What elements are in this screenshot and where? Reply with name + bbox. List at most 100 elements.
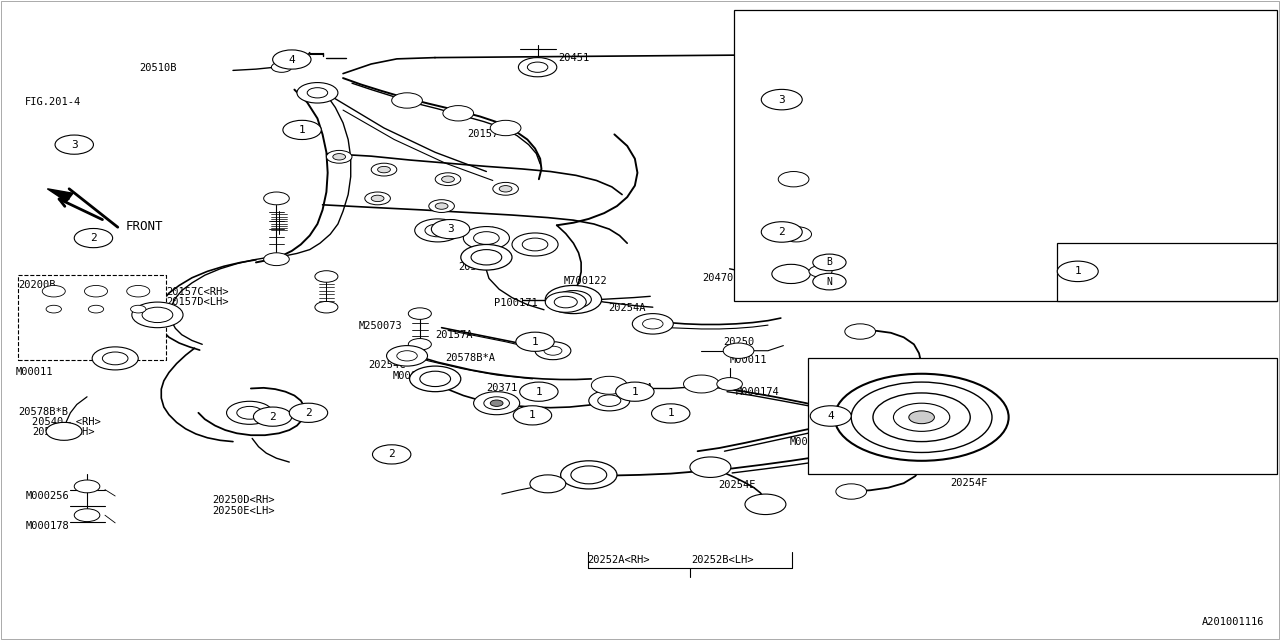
Text: 1: 1 [529, 410, 536, 420]
Circle shape [530, 475, 566, 493]
Circle shape [616, 382, 654, 401]
Circle shape [684, 375, 719, 393]
Circle shape [518, 58, 557, 77]
Text: 20254A: 20254A [608, 303, 645, 313]
Text: < -'04MY0309): < -'04MY0309) [969, 201, 1043, 210]
Text: 20254F: 20254F [950, 478, 987, 488]
Circle shape [598, 395, 621, 406]
Text: 20157C<RH>: 20157C<RH> [166, 287, 229, 298]
Text: 20584C: 20584C [458, 262, 495, 272]
Circle shape [371, 163, 397, 176]
Circle shape [271, 62, 292, 72]
Circle shape [845, 324, 876, 339]
Polygon shape [47, 189, 73, 202]
Circle shape [408, 308, 431, 319]
Circle shape [315, 301, 338, 313]
Circle shape [835, 374, 1009, 461]
Circle shape [471, 250, 502, 265]
Text: M00011: M00011 [730, 355, 767, 365]
Circle shape [474, 232, 499, 244]
Circle shape [474, 392, 520, 415]
Circle shape [435, 203, 448, 209]
Text: FRONT: FRONT [125, 220, 163, 233]
Text: M000178: M000178 [26, 521, 69, 531]
Circle shape [512, 233, 558, 256]
Circle shape [365, 192, 390, 205]
Text: M000174: M000174 [736, 387, 780, 397]
Text: FIG.281-1: FIG.281-1 [877, 436, 933, 447]
Circle shape [535, 342, 571, 360]
Circle shape [315, 271, 338, 282]
Text: N: N [827, 276, 832, 287]
Circle shape [131, 305, 146, 313]
Circle shape [490, 120, 521, 136]
Circle shape [74, 480, 100, 493]
Text: FIG.201-4: FIG.201-4 [24, 97, 81, 108]
Bar [735, 10, 1277, 301]
Text: M00011: M00011 [393, 371, 430, 381]
Circle shape [392, 93, 422, 108]
Text: 20416: 20416 [817, 238, 847, 248]
Circle shape [397, 351, 417, 361]
Circle shape [772, 264, 810, 284]
Circle shape [652, 404, 690, 423]
Circle shape [545, 285, 602, 314]
Circle shape [545, 292, 586, 312]
Text: 20540A<LH>: 20540A<LH> [32, 427, 95, 437]
Bar [808, 358, 1277, 474]
Circle shape [410, 366, 461, 392]
Text: ('04MY0310->: ('04MY0310-> [969, 254, 1038, 263]
Circle shape [408, 339, 431, 350]
Circle shape [493, 182, 518, 195]
Circle shape [371, 195, 384, 202]
Circle shape [74, 228, 113, 248]
Circle shape [723, 343, 754, 358]
Text: 20250: 20250 [723, 337, 754, 348]
Circle shape [297, 83, 338, 103]
Text: 2: 2 [388, 449, 396, 460]
Text: 20540  <RH>: 20540 <RH> [32, 417, 101, 427]
Text: 20254F: 20254F [416, 379, 453, 389]
Circle shape [431, 220, 470, 239]
Text: ('06MY0510->: ('06MY0510-> [966, 440, 1036, 449]
Circle shape [527, 62, 548, 72]
Text: 20254E: 20254E [718, 480, 755, 490]
Circle shape [378, 166, 390, 173]
Circle shape [442, 176, 454, 182]
Circle shape [909, 411, 934, 424]
Circle shape [443, 106, 474, 121]
Text: 1: 1 [631, 387, 639, 397]
Text: 1: 1 [298, 125, 306, 135]
Text: B: B [827, 257, 832, 268]
Circle shape [781, 227, 812, 242]
Circle shape [851, 382, 992, 452]
Text: M000257: M000257 [832, 201, 872, 210]
Circle shape [415, 219, 461, 242]
Text: 20250E<LH>: 20250E<LH> [212, 506, 275, 516]
Circle shape [893, 403, 950, 431]
Circle shape [1057, 261, 1098, 282]
Text: 4: 4 [288, 54, 296, 65]
Text: ALL: ALL [969, 42, 986, 51]
Circle shape [46, 305, 61, 313]
Text: 20254C: 20254C [369, 360, 406, 370]
Text: W140049: W140049 [817, 440, 856, 449]
Circle shape [387, 346, 428, 366]
Text: 1: 1 [535, 387, 543, 397]
Circle shape [513, 406, 552, 425]
Circle shape [516, 332, 554, 351]
Circle shape [46, 422, 82, 440]
Circle shape [643, 319, 663, 329]
Circle shape [289, 403, 328, 422]
Text: W130013: W130013 [817, 383, 856, 392]
Text: 1: 1 [531, 337, 539, 347]
Circle shape [461, 244, 512, 270]
Text: 20157: 20157 [467, 129, 498, 140]
Text: 3: 3 [447, 224, 454, 234]
Bar [18, 275, 166, 360]
Circle shape [810, 406, 851, 426]
Circle shape [92, 347, 138, 370]
Circle shape [809, 266, 832, 277]
Text: 2: 2 [778, 227, 785, 237]
Text: 20250D<RH>: 20250D<RH> [212, 495, 275, 506]
